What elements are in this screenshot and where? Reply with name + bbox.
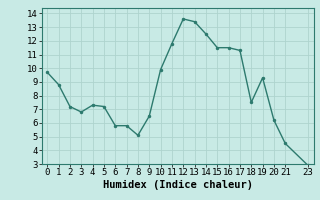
X-axis label: Humidex (Indice chaleur): Humidex (Indice chaleur): [103, 180, 252, 190]
